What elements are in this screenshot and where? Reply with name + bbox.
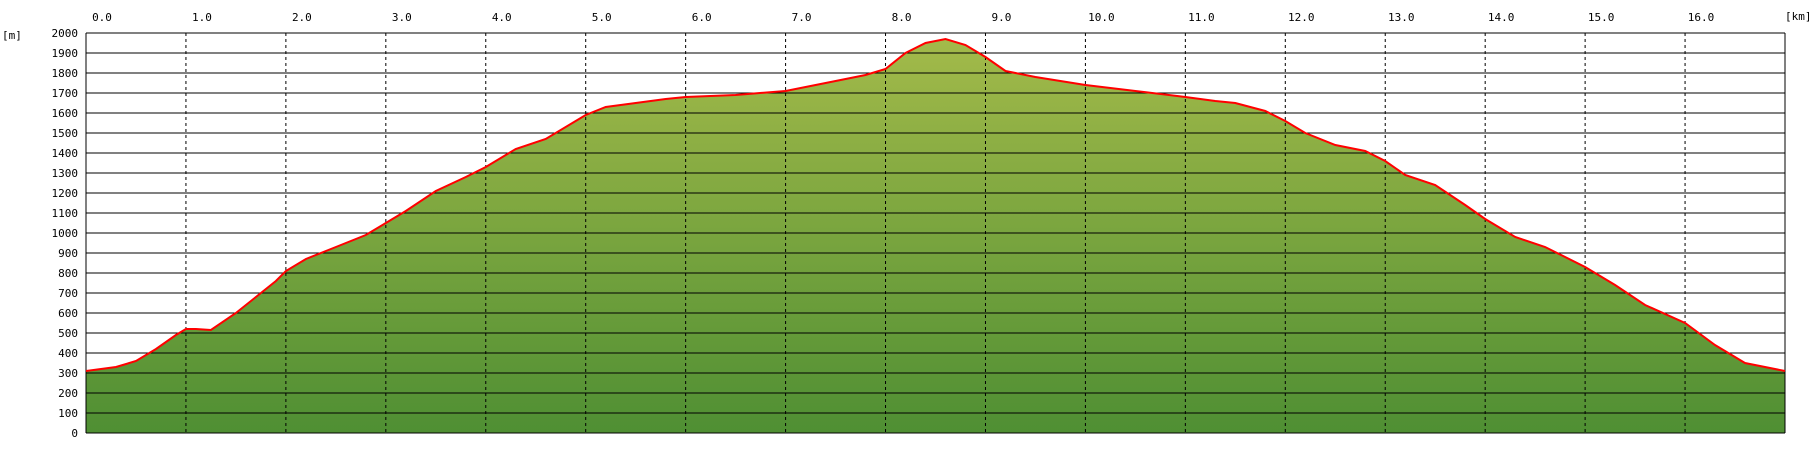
- x-tick-label: 7.0: [792, 11, 812, 24]
- y-tick-label: 1400: [52, 147, 79, 160]
- y-tick-label: 100: [58, 407, 78, 420]
- y-tick-label: 1100: [52, 207, 79, 220]
- x-tick-label: 10.0: [1088, 11, 1115, 24]
- y-tick-label: 0: [71, 427, 78, 440]
- y-tick-labels: 0 100 200 300 400 500 600 700 800 900 1000 1100 1200…: [52, 27, 79, 440]
- y-tick-label: 900: [58, 247, 78, 260]
- y-tick-label: 800: [58, 267, 78, 280]
- y-tick-label: 400: [58, 347, 78, 360]
- horizontal-gridlines: [86, 32, 1785, 434]
- y-tick-label: 1900: [52, 47, 79, 60]
- x-tick-label: 5.0: [592, 11, 612, 24]
- x-tick-label: 1.0: [192, 11, 212, 24]
- x-tick-label: 11.0: [1188, 11, 1215, 24]
- x-tick-labels: 0.0 1.0 2.0 3.0 4.0 5.0 6.0 7.0 8.0 9.0 10.0 11.0 12…: [92, 11, 1714, 24]
- x-unit-label: [km]: [1785, 10, 1810, 23]
- x-tick-label: 3.0: [392, 11, 412, 24]
- y-tick-label: 700: [58, 287, 78, 300]
- y-tick-label: 200: [58, 387, 78, 400]
- y-tick-label: 1800: [52, 67, 79, 80]
- x-tick-label: 6.0: [692, 11, 712, 24]
- x-tick-label: 14.0: [1488, 11, 1515, 24]
- y-tick-label: 1000: [52, 227, 79, 240]
- x-tick-label: 16.0: [1688, 11, 1715, 24]
- x-tick-label: 12.0: [1288, 11, 1315, 24]
- y-tick-label: 1300: [52, 167, 79, 180]
- elevation-line: [85, 37, 1786, 372]
- x-tick-label: 8.0: [892, 11, 912, 24]
- x-tick-label: 0.0: [92, 11, 112, 24]
- x-tick-label: 13.0: [1388, 11, 1415, 24]
- y-unit-label: [m]: [2, 29, 22, 42]
- y-tick-label: 1200: [52, 187, 79, 200]
- x-tick-label: 2.0: [292, 11, 312, 24]
- x-tick-label: 15.0: [1588, 11, 1615, 24]
- y-tick-label: 500: [58, 327, 78, 340]
- elevation-area: [86, 39, 1785, 433]
- y-tick-label: 1500: [52, 127, 79, 140]
- y-tick-label: 600: [58, 307, 78, 320]
- y-tick-label: 2000: [52, 27, 79, 40]
- vertical-gridlines: [85, 33, 1786, 433]
- y-tick-label: 1600: [52, 107, 79, 120]
- y-tick-label: 300: [58, 367, 78, 380]
- x-tick-label: 9.0: [992, 11, 1012, 24]
- y-tick-label: 1700: [52, 87, 79, 100]
- x-tick-label: 4.0: [492, 11, 512, 24]
